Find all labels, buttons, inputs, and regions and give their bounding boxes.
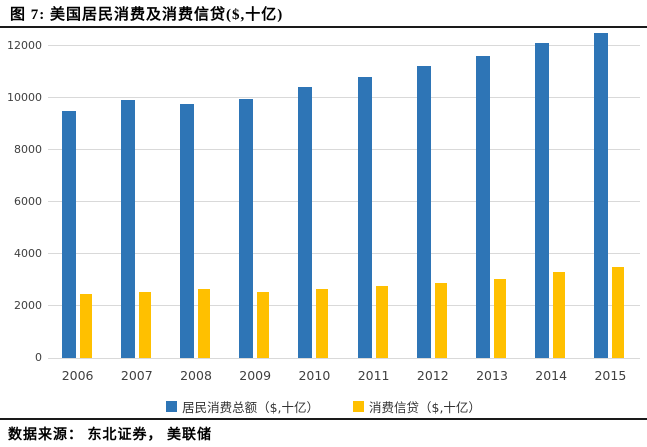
chart-legend: 居民消费总额（$,十亿） 消费信贷（$,十亿） [0,397,647,416]
y-axis-tick-label: 10000 [7,90,42,104]
x-axis-tick-label: 2011 [357,368,390,383]
x-axis-tick-label: 2014 [535,368,568,383]
legend-marker-credit [353,401,364,412]
bar-consumption-2006 [61,110,76,358]
x-axis-tick-label: 2012 [416,368,449,383]
bar-consumption-2007 [120,100,135,358]
x-axis-tick-label: 2008 [180,368,212,383]
bar-credit-2012 [434,282,447,358]
bar-credit-2007 [138,291,151,358]
bar-credit-2013 [494,278,506,358]
gridline [48,305,640,307]
bottom-divider-line [0,418,647,420]
bar-credit-2014 [553,272,566,358]
y-axis-tick-label: 4000 [14,246,42,260]
bar-credit-2011 [375,286,388,358]
legend-item-consumption: 居民消费总额（$,十亿） [166,397,319,416]
x-axis-tick-label: 2007 [120,368,153,383]
legend-marker-consumption [166,401,178,412]
gridline [48,45,640,47]
x-axis-tick-label: 2010 [298,368,331,383]
bar-consumption-2008 [180,104,194,358]
bar-credit-2006 [79,294,92,358]
bar-consumption-2009 [239,98,254,358]
x-axis-tick-label: 2013 [476,368,508,383]
data-source-note: 数据来源： 东北证券， 美联储 [8,428,212,443]
gridline [48,149,640,151]
bar-credit-2009 [257,291,270,358]
y-axis-tick-label: 12000 [7,38,42,52]
bar-consumption-2012 [416,66,431,358]
bar-consumption-2014 [535,43,550,358]
plot-area [48,30,640,359]
bar-consumption-2013 [476,56,490,358]
y-axis-tick-label: 8000 [14,142,42,156]
gridline [48,97,640,99]
bar-credit-2008 [198,289,210,358]
title-divider-line [0,26,647,28]
bar-consumption-2011 [357,76,372,358]
legend-label-credit: 消费信贷（$,十亿） [369,400,481,415]
bar-consumption-2015 [594,32,609,358]
legend-label-consumption: 居民消费总额（$,十亿） [182,400,319,415]
x-axis-tick-label: 2009 [239,368,272,383]
y-axis-tick-label: 6000 [14,194,42,208]
x-axis-tick-label: 2006 [61,368,94,383]
y-axis-tick-label: 0 [35,351,42,364]
gridline [48,201,640,203]
figure-title: 图 7: 美国居民消费及消费信贷($,十亿) [10,7,284,23]
bar-credit-2015 [612,266,625,358]
x-axis-tick-label: 2015 [594,368,627,383]
y-axis-tick-label: 2000 [14,298,42,312]
legend-item-credit: 消费信贷（$,十亿） [353,397,481,416]
bar-credit-2010 [316,289,329,358]
gridline [48,253,640,255]
gridline [48,357,640,359]
bar-consumption-2010 [298,87,313,358]
